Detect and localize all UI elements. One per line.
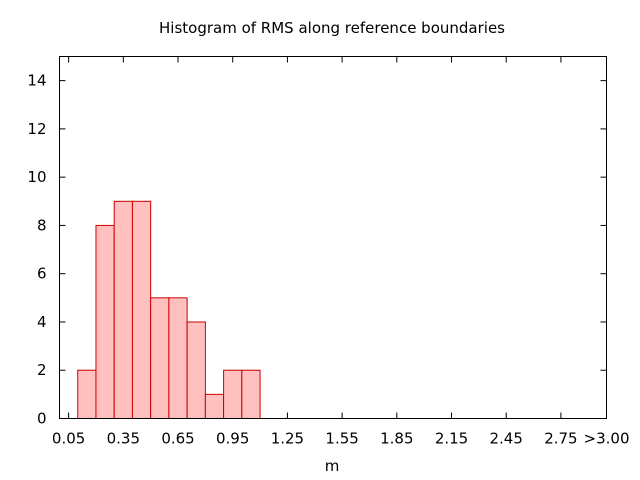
x-tick-label: 0.05 — [52, 430, 85, 448]
x-tick-label: 2.75 — [544, 430, 577, 448]
chart-title: Histogram of RMS along reference boundar… — [159, 19, 505, 37]
y-tick-label: 8 — [37, 216, 47, 234]
y-tick-label: 4 — [37, 313, 47, 331]
histogram-bar — [223, 369, 243, 420]
histogram-bar — [150, 297, 170, 420]
y-tick-label: 12 — [27, 120, 46, 138]
x-tick-label: 2.15 — [435, 430, 468, 448]
plot-frame — [59, 56, 607, 419]
histogram-bar — [186, 321, 206, 420]
histogram-bar — [77, 369, 97, 420]
x-tick-label: 2.45 — [490, 430, 523, 448]
histogram-bar — [168, 297, 188, 420]
y-tick-label: 14 — [27, 72, 46, 90]
y-tick-label: 6 — [37, 265, 47, 283]
histogram-bars — [77, 200, 261, 420]
x-tick-label: 1.85 — [380, 430, 413, 448]
histogram-bar — [95, 224, 115, 419]
x-tick-label: 0.95 — [216, 430, 249, 448]
histogram-bar — [241, 369, 261, 420]
y-tick-label: 2 — [37, 361, 47, 379]
y-axis-ticks: 0 2 4 6 8 10 12 14 — [27, 72, 607, 428]
y-tick-label: 0 — [37, 410, 47, 428]
x-tick-label: 1.25 — [271, 430, 304, 448]
x-axis-ticks: 0.05 0.35 0.65 0.95 1.25 1.55 1.85 2.15 2.45 2.75… — [52, 56, 630, 448]
histogram-bar — [131, 200, 152, 419]
x-axis-label: m — [325, 457, 340, 475]
x-tick-label: 0.65 — [161, 430, 194, 448]
histogram-bar — [204, 393, 225, 420]
x-tick-label: >3.00 — [584, 430, 630, 448]
x-tick-label: 1.55 — [325, 430, 358, 448]
x-tick-label: 0.35 — [107, 430, 140, 448]
histogram-bar — [113, 200, 133, 419]
y-tick-label: 10 — [27, 168, 46, 186]
